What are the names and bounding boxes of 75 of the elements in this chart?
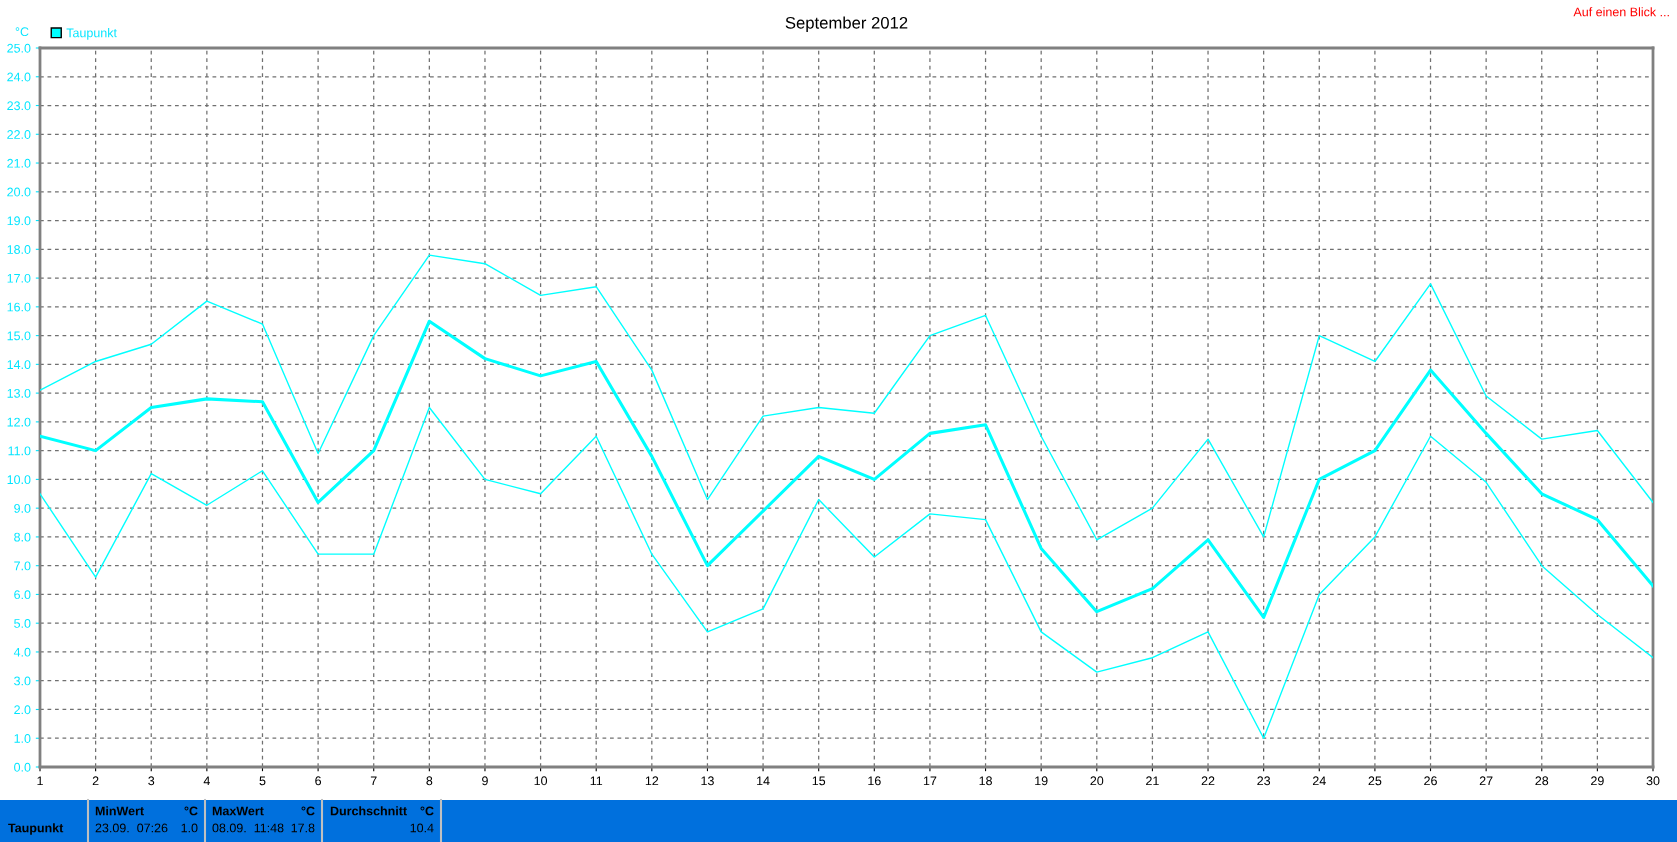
y-axis-title: °C: [15, 27, 29, 37]
text: °C: [184, 806, 198, 816]
y-tick-label: 4.0: [13, 647, 31, 657]
text: °C: [420, 806, 434, 816]
x-tick-label: 24: [1312, 776, 1326, 786]
x-tick-label: 28: [1535, 776, 1549, 786]
y-tick-label: 17.0: [7, 273, 31, 283]
y-tick-label: 12.0: [7, 417, 31, 427]
line-series: [40, 254, 1653, 541]
text: 23.09. 07:26: [95, 823, 168, 833]
y-tick-label: 3.0: [14, 676, 31, 686]
y-tick-label: 10.0: [7, 475, 31, 485]
text: 17.8: [291, 823, 315, 833]
y-tick-label: 11.0: [8, 446, 31, 456]
x-tick-label: 13: [701, 776, 714, 786]
x-tick-label: 5: [259, 776, 266, 786]
x-tick-label: 18: [979, 776, 992, 786]
x-tick-label: 7: [370, 776, 377, 786]
y-tick-label: 20.0: [7, 187, 31, 197]
y-tick-label: 21.0: [7, 158, 31, 168]
y-tick-label: 14.0: [7, 360, 31, 370]
y-tick-label: 22.0: [7, 130, 31, 139]
x-tick-label: 4: [203, 776, 210, 786]
x-tick-label: 22: [1201, 776, 1215, 786]
text: °C: [301, 806, 315, 816]
x-tick-label: 19: [1035, 776, 1048, 786]
text: Auf einen Blick ...: [1573, 7, 1669, 17]
x-tick-label: 6: [315, 776, 322, 786]
x-tick-label: 3: [148, 776, 155, 786]
x-tick-label: 29: [1591, 776, 1604, 786]
y-tick-label: 2.0: [14, 705, 31, 715]
y-tick-label: 19.0: [7, 216, 31, 226]
text: 1.0: [181, 823, 198, 833]
x-tick-label: 8: [426, 776, 433, 786]
x-tick-label: 14: [757, 776, 770, 786]
y-tick-label: 15.0: [7, 331, 31, 341]
x-tick-label: 1: [37, 776, 43, 786]
x-tick-label: 11: [590, 776, 603, 786]
x-tick-label: 21: [1146, 776, 1159, 786]
x-tick-label: 27: [1479, 776, 1493, 786]
x-tick-label: 26: [1424, 776, 1437, 786]
y-tick-label: 18.0: [7, 245, 31, 254]
x-tick-label: 15: [812, 776, 826, 786]
y-tick-label: 7.0: [14, 561, 31, 571]
x-tick-label: 9: [482, 776, 488, 786]
y-tick-label: 13.0: [7, 388, 31, 398]
x-tick-label: 30: [1646, 776, 1660, 786]
x-tick-label: 16: [868, 776, 881, 786]
text: 10.4: [410, 823, 434, 833]
x-tick-label: 17: [923, 776, 937, 786]
y-tick-label: 5.0: [14, 619, 31, 628]
y-tick-label: 16.0: [7, 302, 31, 312]
y-tick-label: 1.0: [14, 734, 31, 743]
text: MaxWert: [212, 806, 264, 816]
text: MinWert: [95, 806, 144, 816]
y-tick-label: 0.0: [14, 762, 31, 772]
x-tick-label: 12: [645, 776, 659, 786]
y-tick-label: 6.0: [14, 590, 31, 600]
y-tick-label: 8.0: [14, 532, 31, 542]
x-tick-label: 25: [1368, 776, 1382, 786]
text: Taupunkt: [8, 823, 64, 835]
line-series: [40, 319, 1653, 619]
text: 08.09. 11:48: [212, 823, 284, 833]
line-series: [40, 406, 1653, 739]
text: Durchschnitt: [330, 806, 407, 816]
x-tick-label: 2: [92, 776, 99, 786]
legend-label: Taupunkt: [66, 28, 117, 40]
chart-title: September 2012: [785, 16, 908, 33]
x-tick-label: 23: [1257, 776, 1271, 786]
x-tick-label: 10: [534, 776, 548, 786]
y-tick-label: 23.0: [7, 101, 31, 111]
y-tick-label: 25.0: [7, 43, 31, 53]
x-tick-label: 20: [1090, 776, 1104, 786]
y-tick-label: 24.0: [7, 72, 31, 82]
y-tick-label: 9.0: [14, 503, 31, 513]
